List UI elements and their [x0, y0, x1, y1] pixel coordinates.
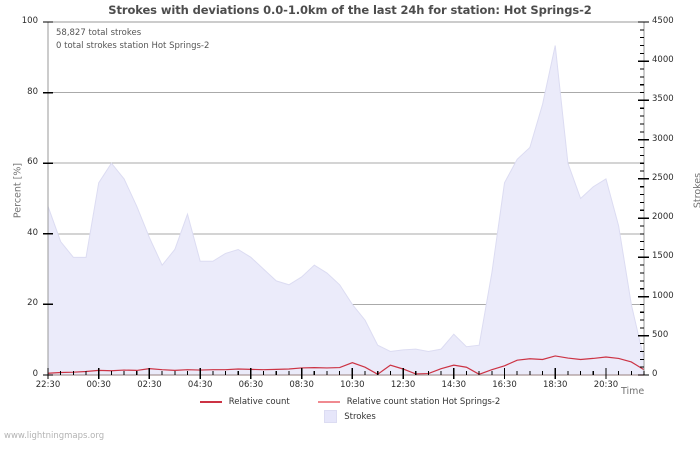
watermark-text: www.lightningmaps.org [4, 431, 105, 441]
legend-item-relative-count-station[interactable]: Relative count station Hot Springs-2 [317, 396, 501, 407]
y-tick-label-right-0: 0 [652, 369, 658, 379]
x-tick-label-1630: 16:30 [492, 380, 517, 390]
legend-line-swatch-icon [317, 400, 340, 403]
y-tick-label-right-1000: 1000 [652, 290, 674, 301]
y-tick-label-right-3000: 3000 [652, 133, 674, 144]
y-tick-label-right-2500: 2500 [652, 172, 674, 183]
y-tick-label-right-3500: 3500 [652, 94, 674, 105]
y-tick-label-left-0: 0 [32, 369, 38, 379]
x-tick-label-0030: 00:30 [86, 380, 111, 390]
x-tick-label-0430: 04:30 [187, 380, 213, 390]
x-tick-label-2030: 20:30 [593, 380, 619, 390]
legend-item-strokes[interactable]: Strokes [324, 410, 376, 423]
x-tick-label-0830: 08:30 [289, 380, 314, 390]
x-tick-label-1230: 12:30 [390, 380, 416, 390]
y-tick-label-left-20: 20 [27, 298, 38, 309]
legend-label-relative-count-station: Relative count station Hot Springs-2 [346, 396, 501, 407]
x-tick-label-0230: 02:30 [137, 380, 162, 390]
annotation-station-strokes: 0 total strokes station Hot Springs-2 [56, 41, 210, 51]
y-tick-label-left-80: 80 [27, 86, 38, 97]
y-tick-label-right-4500: 4500 [652, 16, 674, 26]
y-tick-label-right-4000: 4000 [652, 55, 674, 66]
legend-box-swatch-icon [324, 410, 338, 423]
x-axis-title: Time [621, 386, 645, 397]
y-tick-label-right-500: 500 [652, 329, 669, 340]
y-tick-label-right-2000: 2000 [652, 212, 674, 223]
y-tick-label-left-60: 60 [27, 157, 38, 168]
y-tick-label-right-1500: 1500 [652, 251, 674, 262]
legend-row-2: Strokes [0, 409, 700, 424]
y-tick-label-left-100: 100 [21, 16, 38, 26]
legend-row-1: Relative count Relative count station Ho… [0, 394, 700, 409]
chart-title: Strokes with deviations 0.0-1.0km of the… [108, 3, 592, 17]
legend-item-relative-count[interactable]: Relative count [199, 396, 290, 407]
y-tick-label-left-40: 40 [27, 227, 38, 238]
x-tick-label-0630: 06:30 [238, 380, 264, 390]
x-tick-label-2230: 22:30 [35, 380, 61, 390]
x-tick-label-1430: 14:30 [441, 380, 467, 390]
annotation-total-strokes: 58,827 total strokes [56, 28, 142, 38]
legend-line-swatch-icon [199, 400, 222, 403]
x-tick-label-1830: 18:30 [542, 380, 568, 390]
y-axis-right-title: Strokes [692, 172, 700, 209]
chart-legend: Relative count Relative count station Ho… [0, 394, 700, 424]
x-tick-label-1030: 10:30 [340, 380, 365, 390]
legend-label-strokes: Strokes [344, 411, 376, 422]
legend-label-relative-count: Relative count [228, 396, 290, 407]
